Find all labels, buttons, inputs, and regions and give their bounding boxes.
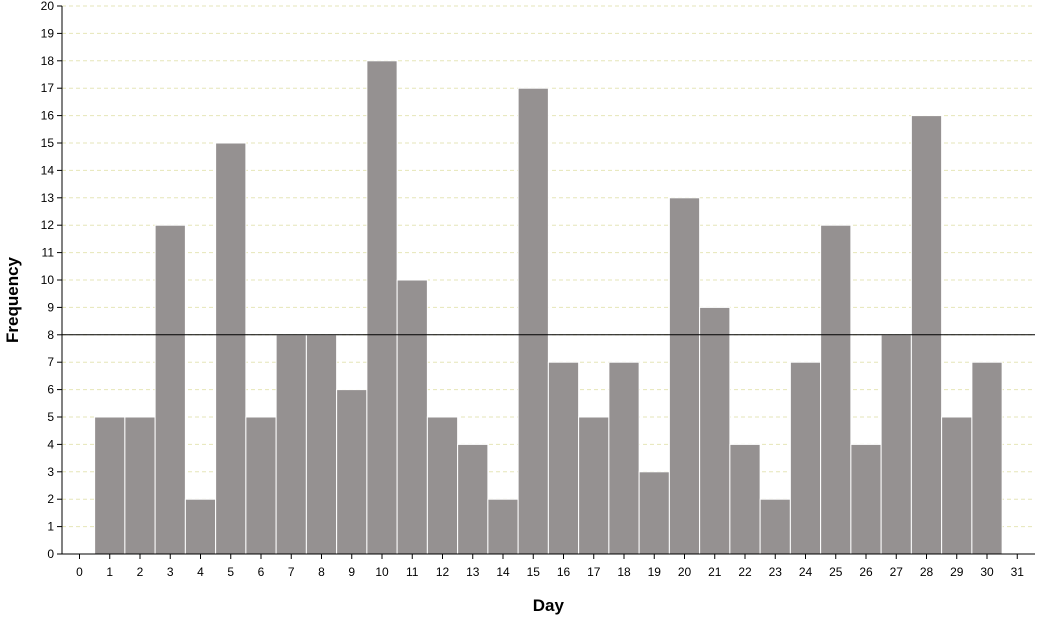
y-tick-label: 8 bbox=[47, 328, 54, 342]
x-tick-label: 24 bbox=[799, 565, 813, 579]
bar-day-14 bbox=[487, 498, 519, 555]
bar-day-21 bbox=[699, 306, 731, 555]
bar-day-22 bbox=[729, 443, 761, 555]
x-tick-label: 29 bbox=[950, 565, 964, 579]
bar-day-23 bbox=[759, 498, 791, 555]
bar-day-7 bbox=[275, 334, 307, 555]
x-tick-label: 7 bbox=[288, 565, 295, 579]
bar-day-30 bbox=[971, 361, 1003, 555]
x-axis-ticks: 0 1 2 3 4 5 6 7 8 9 10 11 12 13 14 15 16 17 18 19 20 21 22 23 24… bbox=[76, 554, 1024, 579]
y-tick-label: 14 bbox=[41, 163, 55, 177]
y-tick-label: 13 bbox=[41, 191, 55, 205]
x-tick-label: 2 bbox=[137, 565, 144, 579]
bars bbox=[94, 60, 1003, 555]
x-tick-label: 23 bbox=[769, 565, 783, 579]
bar-day-20 bbox=[668, 197, 701, 555]
bar-day-1 bbox=[94, 416, 126, 555]
bar-day-27 bbox=[880, 334, 912, 555]
x-tick-label: 4 bbox=[197, 565, 204, 579]
x-tick-label: 10 bbox=[375, 565, 389, 579]
y-tick-label: 4 bbox=[47, 437, 54, 451]
y-tick-label: 2 bbox=[47, 492, 54, 506]
x-tick-label: 0 bbox=[76, 565, 83, 579]
y-tick-label: 18 bbox=[41, 54, 55, 68]
x-tick-label: 31 bbox=[1011, 565, 1025, 579]
y-tick-label: 0 bbox=[47, 547, 54, 561]
x-tick-label: 30 bbox=[980, 565, 994, 579]
x-tick-label: 12 bbox=[436, 565, 450, 579]
y-tick-label: 16 bbox=[41, 109, 55, 123]
x-tick-label: 5 bbox=[227, 565, 234, 579]
x-tick-label: 28 bbox=[920, 565, 934, 579]
y-tick-label: 6 bbox=[47, 383, 54, 397]
x-tick-label: 1 bbox=[106, 565, 113, 579]
bar-day-8 bbox=[305, 334, 338, 555]
x-axis-title: Day bbox=[533, 596, 565, 615]
y-tick-label: 1 bbox=[47, 520, 54, 534]
bar-day-15 bbox=[517, 87, 549, 555]
x-tick-label: 18 bbox=[617, 565, 631, 579]
x-tick-label: 15 bbox=[527, 565, 541, 579]
bar-day-2 bbox=[124, 416, 156, 555]
bar-day-3 bbox=[154, 224, 186, 555]
x-tick-label: 19 bbox=[648, 565, 662, 579]
bar-day-24 bbox=[789, 361, 822, 555]
y-tick-label: 10 bbox=[41, 273, 55, 287]
y-tick-label: 17 bbox=[41, 81, 55, 95]
bar-day-9 bbox=[336, 389, 368, 555]
y-tick-label: 9 bbox=[47, 300, 54, 314]
y-tick-label: 11 bbox=[42, 246, 55, 260]
x-tick-label: 14 bbox=[496, 565, 510, 579]
x-tick-label: 8 bbox=[318, 565, 325, 579]
bar-day-29 bbox=[941, 416, 973, 555]
bar-day-26 bbox=[850, 443, 882, 555]
x-tick-label: 6 bbox=[258, 565, 265, 579]
y-axis-title: Frequency bbox=[3, 256, 22, 343]
bar-day-17 bbox=[578, 416, 610, 555]
y-tick-label: 15 bbox=[41, 136, 55, 150]
x-tick-label: 27 bbox=[890, 565, 904, 579]
bar-day-11 bbox=[396, 279, 428, 555]
x-tick-label: 16 bbox=[557, 565, 571, 579]
x-tick-label: 26 bbox=[859, 565, 873, 579]
x-tick-label: 20 bbox=[678, 565, 692, 579]
x-tick-label: 17 bbox=[587, 565, 601, 579]
x-tick-label: 9 bbox=[348, 565, 355, 579]
bar-day-19 bbox=[638, 471, 670, 555]
y-tick-label: 20 bbox=[41, 0, 55, 13]
y-tick-label: 19 bbox=[41, 26, 55, 40]
x-tick-label: 21 bbox=[708, 565, 722, 579]
bar-day-13 bbox=[457, 443, 489, 555]
y-tick-label: 12 bbox=[41, 218, 55, 232]
y-tick-label: 7 bbox=[47, 355, 54, 369]
bar-day-4 bbox=[184, 498, 217, 555]
x-tick-label: 22 bbox=[738, 565, 752, 579]
bar-day-12 bbox=[426, 416, 459, 555]
x-tick-label: 25 bbox=[829, 565, 843, 579]
bar-day-6 bbox=[245, 416, 277, 555]
bar-day-25 bbox=[820, 224, 852, 555]
x-tick-label: 11 bbox=[406, 565, 419, 579]
x-tick-label: 3 bbox=[167, 565, 174, 579]
bar-day-5 bbox=[215, 142, 247, 555]
bar-day-16 bbox=[547, 361, 580, 555]
bar-day-18 bbox=[608, 361, 640, 555]
y-tick-label: 5 bbox=[47, 410, 54, 424]
y-tick-label: 3 bbox=[47, 465, 54, 479]
x-tick-label: 13 bbox=[466, 565, 480, 579]
bar-day-10 bbox=[366, 60, 398, 555]
